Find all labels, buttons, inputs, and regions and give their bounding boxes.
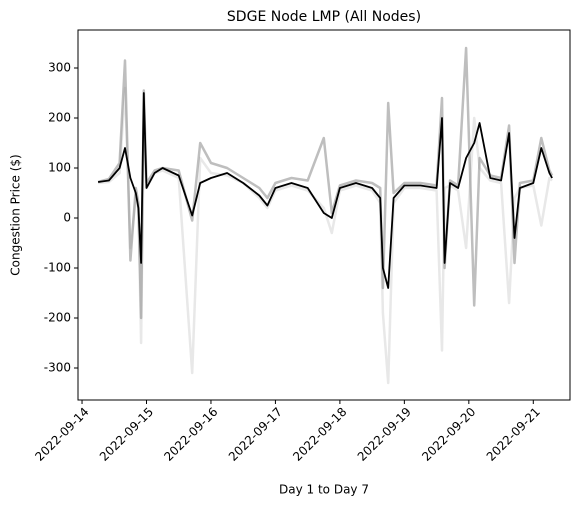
- x-axis-label: Day 1 to Day 7: [279, 483, 369, 497]
- x-tick-label: 2022-09-15: [97, 405, 156, 464]
- series-line: [97, 46, 554, 320]
- y-tick-label: 200: [48, 111, 71, 125]
- y-tick-label: 0: [63, 211, 71, 225]
- x-tick-label: 2022-09-18: [290, 405, 349, 464]
- y-axis-label: Congestion Price ($): [9, 154, 23, 275]
- series-line: [97, 92, 553, 289]
- y-tick-label: -200: [44, 311, 71, 325]
- chart-title: SDGE Node LMP (All Nodes): [227, 9, 421, 25]
- y-tick-label: -100: [44, 261, 71, 275]
- plot-frame: [77, 29, 571, 401]
- y-tick-label: -300: [44, 361, 71, 375]
- x-tick-label: 2022-09-21: [484, 405, 543, 464]
- x-tick-label: 2022-09-20: [419, 405, 478, 464]
- x-tick-label: 2022-09-19: [355, 405, 414, 464]
- series-line: [97, 86, 553, 385]
- y-tick-label: 300: [48, 61, 71, 75]
- x-tick-label: 2022-09-17: [226, 405, 285, 464]
- x-tick-label: 2022-09-14: [32, 405, 91, 464]
- x-tick-label: 2022-09-16: [161, 405, 220, 464]
- y-tick-label: 100: [48, 161, 71, 175]
